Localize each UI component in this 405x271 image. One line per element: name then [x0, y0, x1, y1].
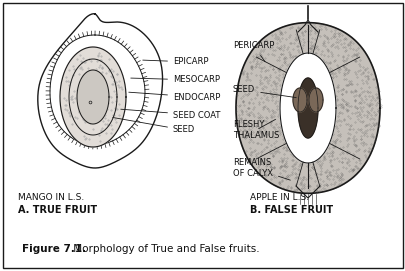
Polygon shape [279, 53, 335, 163]
Text: A. TRUE FRUIT: A. TRUE FRUIT [18, 205, 97, 215]
Text: MANGO IN L.S.: MANGO IN L.S. [18, 193, 84, 202]
Text: SEED: SEED [113, 118, 195, 134]
Polygon shape [235, 23, 379, 193]
Text: FLESHY
THALAMUS: FLESHY THALAMUS [232, 119, 279, 140]
Text: B. FALSE FRUIT: B. FALSE FRUIT [249, 205, 333, 215]
Text: EPICARP: EPICARP [143, 57, 208, 66]
Polygon shape [50, 35, 145, 145]
Text: ENDOCARP: ENDOCARP [128, 92, 220, 102]
Polygon shape [297, 78, 317, 138]
Polygon shape [38, 14, 162, 168]
Text: SEED COAT: SEED COAT [120, 109, 220, 120]
Polygon shape [308, 88, 322, 112]
Text: APPLE IN L.S.: APPLE IN L.S. [249, 193, 308, 202]
Text: Morphology of True and False fruits.: Morphology of True and False fruits. [70, 244, 259, 254]
Text: Figure 7.1.: Figure 7.1. [22, 244, 86, 254]
Polygon shape [77, 70, 109, 124]
Text: MESOCARP: MESOCARP [130, 76, 220, 85]
Text: REMAINS
OF CALYX: REMAINS OF CALYX [232, 158, 290, 180]
Polygon shape [60, 47, 126, 147]
Text: PERICARP: PERICARP [232, 41, 274, 62]
Polygon shape [292, 88, 306, 112]
Text: SEED: SEED [232, 85, 296, 98]
